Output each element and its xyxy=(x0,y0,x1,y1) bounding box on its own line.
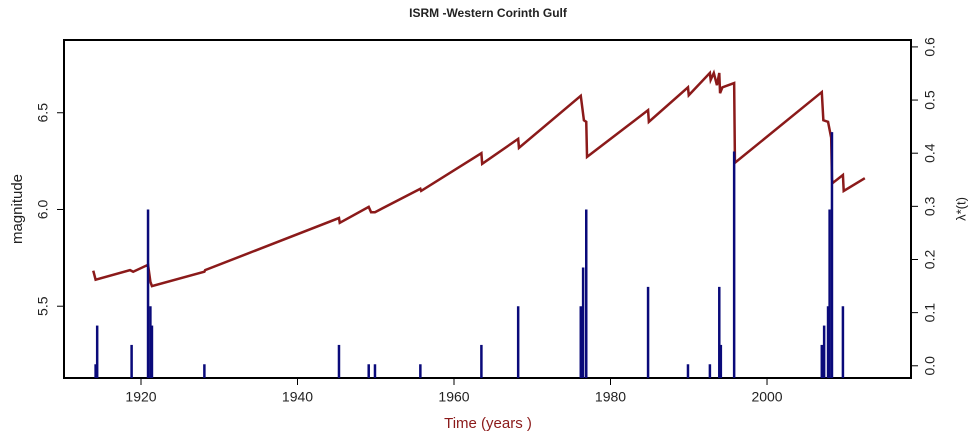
plot-frame xyxy=(63,39,912,379)
y2-axis-label: λ*(t) xyxy=(953,197,968,221)
x-tick-label: 1980 xyxy=(595,389,626,405)
y2-tick-label: 0.5 xyxy=(922,90,938,110)
y-tick-label: 6.5 xyxy=(35,103,51,123)
y-axis-label: magnitude xyxy=(9,174,26,244)
y2-tick-label: 0.6 xyxy=(922,37,938,57)
x-tick-label: 1920 xyxy=(125,389,156,405)
y2-tick-label: 0.1 xyxy=(922,303,938,323)
y2-tick-label: 0.0 xyxy=(922,356,938,376)
y-tick-label: 5.5 xyxy=(35,296,51,316)
chart-title: ISRM -Western Corinth Gulf xyxy=(409,6,568,20)
lambda-line xyxy=(92,69,866,288)
x-axis-label: Time (years ) xyxy=(444,415,532,432)
y2-tick-label: 0.2 xyxy=(922,250,938,270)
y2-tick-label: 0.3 xyxy=(922,196,938,216)
x-tick-label: 1940 xyxy=(282,389,313,405)
x-tick-label: 1960 xyxy=(438,389,469,405)
y2-tick-label: 0.4 xyxy=(922,143,938,163)
y-tick-label: 6.0 xyxy=(35,200,51,220)
x-tick-label: 2000 xyxy=(751,389,782,405)
